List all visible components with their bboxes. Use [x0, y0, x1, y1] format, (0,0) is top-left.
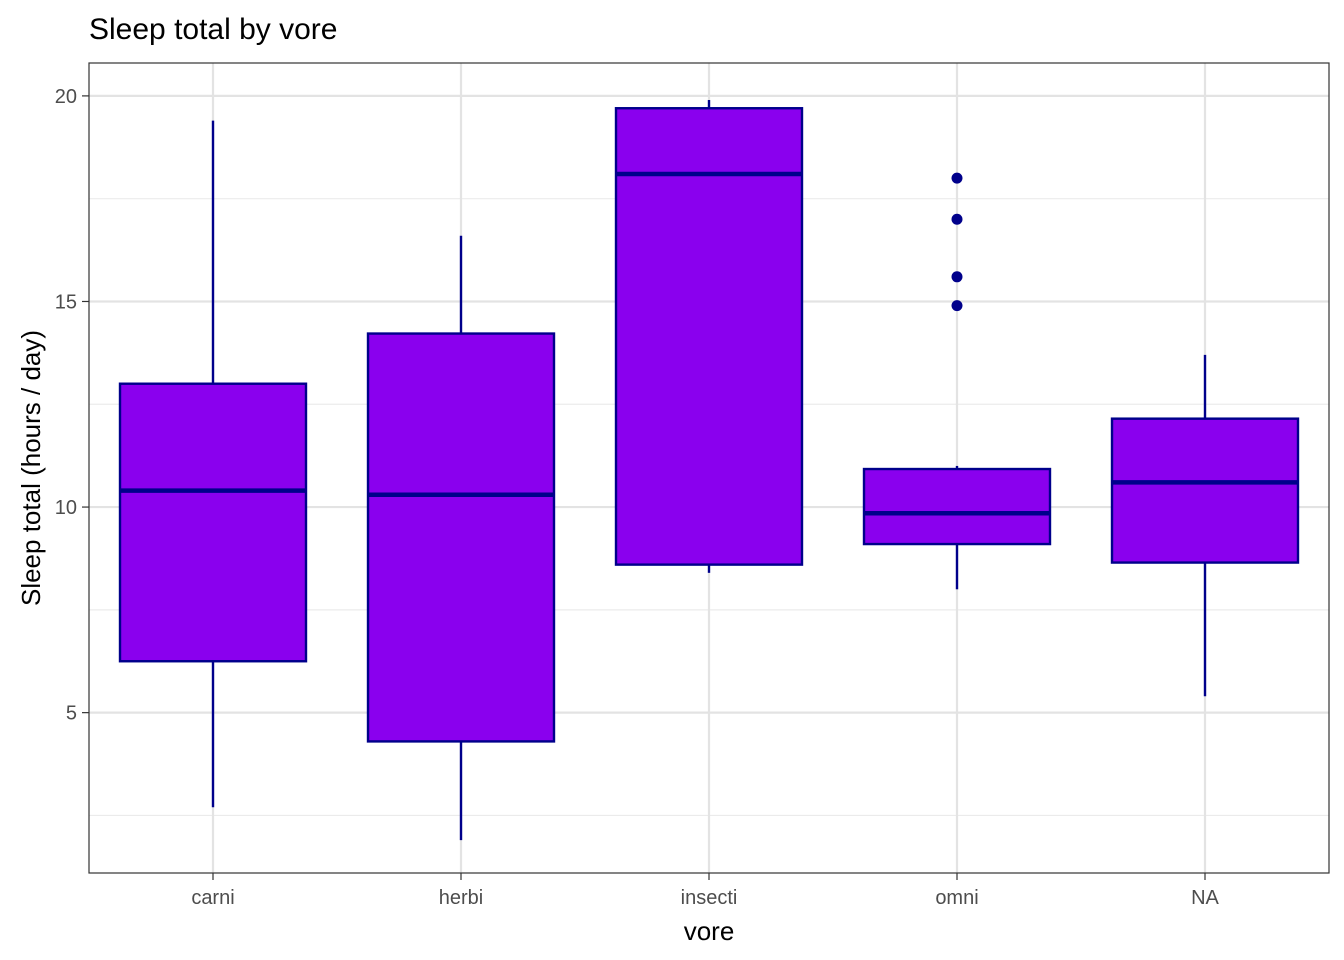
y-tick-label: 10	[55, 497, 77, 519]
axis-layer: 5 10 15 20 carni herbi insecti omni NA	[55, 86, 1220, 909]
box-group-herbi	[366, 235, 556, 841]
box-iqr	[614, 107, 804, 566]
box-group-na	[1110, 354, 1300, 697]
outlier-point	[951, 300, 963, 312]
x-tick-label: NA	[1191, 887, 1219, 909]
x-tick-label: omni	[935, 887, 978, 909]
x-tick-label: insecti	[681, 887, 738, 909]
y-tick-label: 15	[55, 291, 77, 313]
box-iqr	[862, 467, 1052, 546]
box-group-omni	[862, 172, 1052, 590]
y-axis-title: Sleep total (hours / day)	[16, 330, 46, 606]
outlier-point	[951, 271, 963, 283]
outlier-point	[951, 213, 963, 225]
y-tick-label: 5	[66, 703, 77, 725]
x-tick-label: carni	[191, 887, 234, 909]
y-tick-label: 20	[55, 86, 77, 108]
x-tick-label: herbi	[439, 887, 483, 909]
box-group-insecti	[614, 100, 804, 573]
outlier-point	[951, 172, 963, 184]
box-iqr	[366, 332, 556, 743]
box-iqr	[118, 382, 308, 663]
box-group-carni	[118, 120, 308, 808]
x-axis-title: vore	[684, 916, 735, 946]
box-layer	[118, 100, 1300, 841]
chart-title: Sleep total by vore	[89, 13, 337, 46]
box-iqr	[1110, 417, 1300, 564]
